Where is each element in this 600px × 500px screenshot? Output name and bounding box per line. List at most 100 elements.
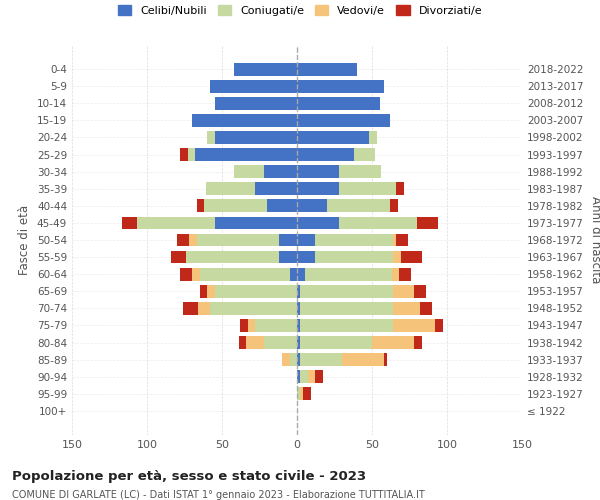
Bar (297, 97, 380, 110)
Bar (234, 62, 297, 76)
Y-axis label: Fasce di età: Fasce di età (19, 205, 31, 275)
Bar (199, 285, 207, 298)
Bar (248, 319, 255, 332)
Bar (290, 353, 297, 366)
Bar (339, 165, 381, 178)
Bar (315, 250, 393, 264)
Bar (240, 319, 248, 332)
Bar (297, 268, 305, 280)
Bar (297, 114, 390, 127)
Text: Popolazione per età, sesso e stato civile - 2023: Popolazione per età, sesso e stato civil… (12, 470, 366, 483)
Bar (414, 336, 421, 349)
Bar (369, 131, 377, 144)
Bar (354, 148, 375, 161)
Bar (246, 336, 264, 349)
Bar (297, 216, 339, 230)
Bar (297, 285, 300, 298)
Bar (180, 268, 192, 280)
Bar (303, 388, 311, 400)
Bar (215, 216, 297, 230)
Bar (186, 250, 279, 264)
Bar (305, 268, 392, 280)
Bar (234, 165, 264, 178)
Bar (297, 250, 315, 264)
Bar (417, 216, 438, 230)
Bar (393, 302, 420, 315)
Bar (297, 165, 339, 178)
Bar (297, 388, 300, 400)
Bar (290, 268, 297, 280)
Bar (390, 200, 398, 212)
Bar (297, 131, 369, 144)
Bar (177, 234, 189, 246)
Bar (414, 285, 426, 298)
Bar (420, 302, 432, 315)
Bar (297, 370, 300, 383)
Bar (297, 62, 357, 76)
Bar (339, 216, 417, 230)
Bar (297, 336, 300, 349)
Bar (297, 234, 315, 246)
Bar (192, 268, 199, 280)
Bar (300, 388, 303, 400)
Bar (315, 370, 323, 383)
Bar (210, 80, 297, 92)
Bar (205, 182, 255, 195)
Bar (210, 302, 297, 315)
Bar (255, 182, 297, 195)
Bar (327, 200, 390, 212)
Y-axis label: Anni di nascita: Anni di nascita (589, 196, 600, 284)
Bar (195, 148, 297, 161)
Bar (267, 200, 297, 212)
Bar (300, 336, 372, 349)
Bar (300, 353, 342, 366)
Bar (300, 370, 308, 383)
Bar (393, 285, 414, 298)
Bar (315, 234, 393, 246)
Bar (215, 285, 297, 298)
Bar (393, 250, 401, 264)
Bar (282, 353, 290, 366)
Bar (435, 319, 443, 332)
Bar (392, 268, 399, 280)
Bar (297, 353, 300, 366)
Bar (279, 250, 297, 264)
Bar (197, 200, 204, 212)
Bar (396, 234, 408, 246)
Bar (180, 148, 187, 161)
Bar (300, 285, 393, 298)
Bar (297, 148, 354, 161)
Bar (189, 234, 197, 246)
Legend: Celibi/Nubili, Coniugati/e, Vedovi/e, Divorziati/e: Celibi/Nubili, Coniugati/e, Vedovi/e, Di… (113, 0, 487, 20)
Text: COMUNE DI GARLATE (LC) - Dati ISTAT 1° gennaio 2023 - Elaborazione TUTTITALIA.IT: COMUNE DI GARLATE (LC) - Dati ISTAT 1° g… (12, 490, 425, 500)
Bar (197, 234, 279, 246)
Bar (393, 234, 396, 246)
Bar (239, 336, 246, 349)
Bar (192, 114, 297, 127)
Bar (199, 268, 290, 280)
Bar (215, 97, 297, 110)
Bar (121, 216, 137, 230)
Bar (342, 353, 384, 366)
Bar (297, 182, 339, 195)
Bar (264, 336, 297, 349)
Bar (297, 80, 384, 92)
Bar (300, 319, 393, 332)
Bar (393, 319, 435, 332)
Bar (297, 319, 300, 332)
Bar (297, 200, 327, 212)
Bar (207, 285, 215, 298)
Bar (187, 148, 195, 161)
Bar (384, 353, 387, 366)
Bar (401, 250, 421, 264)
Bar (399, 268, 411, 280)
Bar (297, 302, 300, 315)
Bar (207, 131, 215, 144)
Bar (339, 182, 396, 195)
Bar (396, 182, 404, 195)
Bar (198, 302, 210, 315)
Bar (308, 370, 315, 383)
Bar (215, 131, 297, 144)
Bar (171, 250, 186, 264)
Bar (204, 200, 267, 212)
